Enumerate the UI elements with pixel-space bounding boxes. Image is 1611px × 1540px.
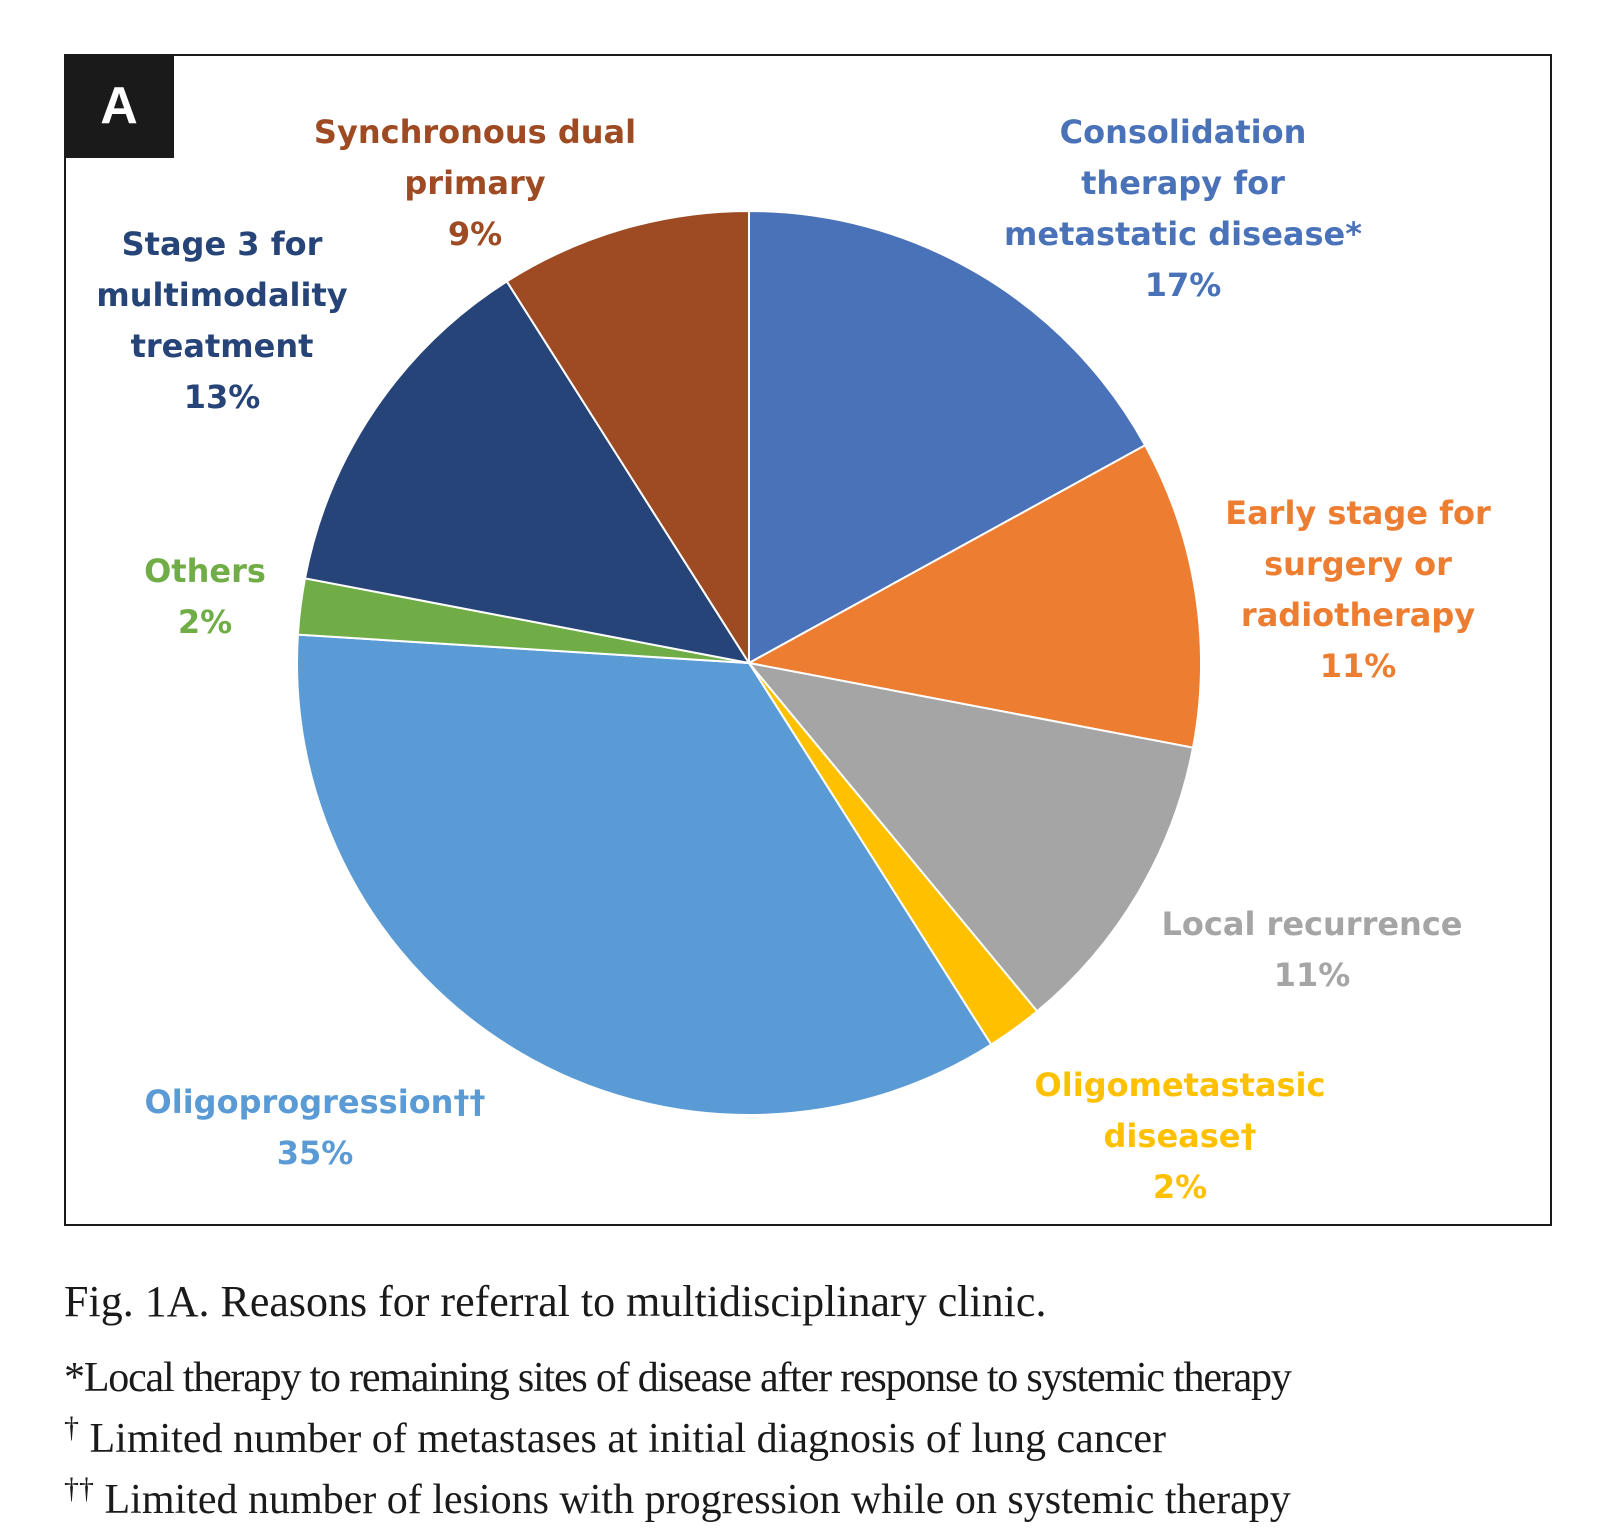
slice-label-local-recurrence: Local recurrence 11% bbox=[1162, 905, 1463, 994]
slice-name-line: surgery or bbox=[1264, 545, 1452, 583]
pie-slice-early-stage-for bbox=[746, 443, 1202, 749]
footnote-mark: † bbox=[64, 1411, 79, 1444]
slice-label-consolidation: Consolidation therapy for metastatic disea… bbox=[1004, 113, 1362, 304]
slice-name-line: radiotherapy bbox=[1241, 596, 1475, 634]
pie-slice-consolidation bbox=[748, 209, 1147, 665]
slice-name-line: Oligoprogression†† bbox=[145, 1083, 486, 1121]
slice-value-label: 2% bbox=[1153, 1168, 1207, 1206]
pie-slice-synchronous-dual bbox=[505, 209, 750, 667]
pie-slice-local-recurrence bbox=[746, 661, 1195, 1013]
footnote-text: Limited number of lesions with progressi… bbox=[104, 1477, 1291, 1523]
slice-label-oligometastasic: Oligometastasic disease† 2% bbox=[1035, 1066, 1326, 1206]
footnote-oligoprogression: †† Limited number of lesions with progre… bbox=[64, 1472, 1291, 1524]
slice-name-line: Synchronous dual bbox=[314, 113, 636, 151]
slice-value-label: 11% bbox=[1274, 956, 1351, 994]
slice-name-line: Oligometastasic bbox=[1035, 1066, 1326, 1104]
footnote-consolidation: *Local therapy to remaining sites of dis… bbox=[64, 1354, 1292, 1402]
slice-value-label: 9% bbox=[448, 215, 502, 253]
slice-label-others: Others 2% bbox=[144, 552, 266, 641]
slice-name-line: therapy for bbox=[1081, 164, 1285, 202]
footnote-text: Limited number of metastases at initial … bbox=[89, 1416, 1167, 1462]
slice-value-label: 11% bbox=[1320, 647, 1397, 685]
footnote-mark: * bbox=[64, 1355, 85, 1401]
slice-name-line: disease† bbox=[1104, 1117, 1257, 1155]
slice-name-line: Others bbox=[144, 552, 266, 590]
slice-name-line: Local recurrence bbox=[1162, 905, 1463, 943]
slice-label-synchronous-dual: Synchronous dual primary 9% bbox=[314, 113, 636, 253]
footnote-oligometastasic: † Limited number of metastases at initia… bbox=[64, 1411, 1167, 1463]
pie-chart: Consolidation therapy for metastatic disea… bbox=[96, 113, 1491, 1206]
slice-name-line: Early stage for bbox=[1225, 494, 1491, 532]
pie-slice-stage-3-for bbox=[303, 279, 752, 665]
slice-name-line: Consolidation bbox=[1060, 113, 1307, 151]
slice-value-label: 2% bbox=[178, 603, 232, 641]
slice-name-line: primary bbox=[404, 164, 545, 202]
footnote-mark: †† bbox=[64, 1472, 94, 1505]
slice-name-line: metastatic disease* bbox=[1004, 215, 1362, 253]
pie-slice-oligoprogression bbox=[296, 633, 993, 1116]
slice-name-line: treatment bbox=[131, 327, 314, 365]
chart-frame bbox=[64, 54, 1552, 1226]
slice-name-line: multimodality bbox=[96, 276, 347, 314]
slice-label-early-stage-for: Early stage for surgery or radiotherapy 11% bbox=[1225, 494, 1491, 685]
panel-label: A bbox=[64, 54, 174, 158]
slice-label-oligoprogression: Oligoprogression†† 35% bbox=[145, 1083, 486, 1172]
figure-caption: Fig. 1A. Reasons for referral to multidi… bbox=[64, 1277, 1047, 1326]
slice-value-label: 35% bbox=[277, 1134, 354, 1172]
slice-value-label: 17% bbox=[1145, 266, 1222, 304]
slice-value-label: 13% bbox=[184, 378, 261, 416]
footnote-text: Local therapy to remaining sites of dise… bbox=[83, 1355, 1292, 1401]
slice-label-stage-3-for: Stage 3 for multimodality treatment 13% bbox=[96, 225, 347, 416]
slice-name-line: Stage 3 for bbox=[122, 225, 323, 263]
